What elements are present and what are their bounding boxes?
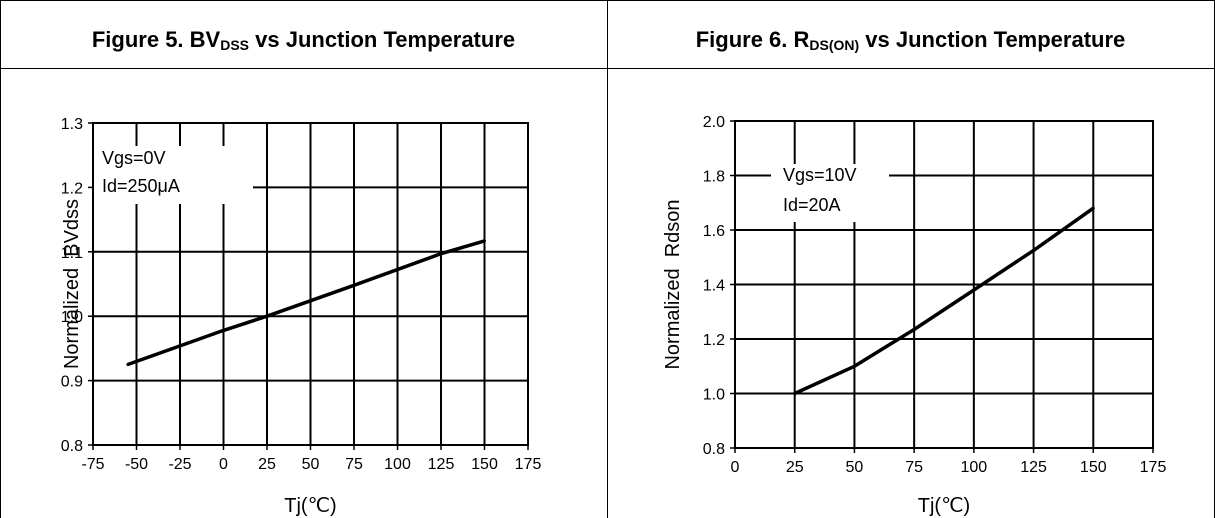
x-tick-label: 100 bbox=[384, 456, 411, 473]
x-tick-label: 25 bbox=[786, 459, 804, 476]
annotation-background bbox=[771, 164, 889, 222]
figure-6-title: Figure 6. RDS(ON) vs Junction Temperatur… bbox=[607, 22, 1214, 58]
x-tick-label: 175 bbox=[515, 456, 542, 473]
x-tick-label: 50 bbox=[846, 459, 864, 476]
figure-5-title: Figure 5. BVDSS vs Junction Temperature bbox=[0, 22, 607, 58]
figure-6-title-subscript: DS(ON) bbox=[809, 37, 860, 53]
data-point bbox=[972, 288, 976, 292]
data-line bbox=[127, 239, 485, 367]
figure-6-title-prefix: Figure 6. R bbox=[695, 27, 810, 52]
y-tick-label: 1.1 bbox=[61, 245, 83, 262]
data-point bbox=[483, 239, 486, 243]
x-tick-label: -50 bbox=[125, 456, 148, 473]
x-tick-label: 0 bbox=[731, 459, 740, 476]
y-tick-label: 1.2 bbox=[703, 332, 725, 349]
y-tick-label: 0.8 bbox=[61, 438, 83, 455]
rdson-chart: 0 25 50 75 100 125 150 175 0.8 1.0 1.2 1.4 1.6 1.8 2.0… bbox=[662, 114, 1167, 517]
x-tick-label: 125 bbox=[1020, 459, 1047, 476]
x-tick-label: 125 bbox=[428, 456, 455, 473]
y-tick-label: 1.4 bbox=[703, 278, 725, 295]
y-tick-label: 1.0 bbox=[61, 309, 83, 326]
y-tick-label: 1.6 bbox=[703, 223, 725, 240]
x-tick-label: 25 bbox=[258, 456, 276, 473]
x-tick-label: 0 bbox=[219, 456, 228, 473]
data-point bbox=[1091, 206, 1095, 210]
annotation-text: Vgs=0V bbox=[102, 148, 166, 168]
figure-6-title-suffix: vs Junction Temperature bbox=[859, 27, 1126, 52]
data-point bbox=[126, 363, 130, 366]
figure-5-title-subscript: DSS bbox=[220, 37, 250, 53]
y-tick-label: 0.9 bbox=[61, 374, 83, 391]
figure-5-title-prefix: Figure 5. BV bbox=[91, 27, 221, 52]
x-tick-label: 100 bbox=[961, 459, 988, 476]
annotation-text: Id=250μA bbox=[102, 176, 180, 196]
data-point bbox=[852, 364, 856, 368]
x-tick-label: 50 bbox=[302, 456, 320, 473]
frame-divider bbox=[607, 0, 608, 518]
x-axis-label: Tj(℃) bbox=[284, 495, 336, 517]
title-row-divider bbox=[0, 68, 1215, 69]
frame-top-border bbox=[0, 0, 1215, 1]
data-point bbox=[439, 252, 443, 256]
x-tick-label: 150 bbox=[1080, 459, 1107, 476]
data-point bbox=[793, 392, 797, 395]
x-axis-label: Tj(℃) bbox=[918, 495, 970, 517]
data-point bbox=[1032, 248, 1036, 252]
y-axis-label: Normalized BVdss bbox=[61, 199, 83, 369]
y-tick-label: 1.8 bbox=[703, 169, 725, 186]
y-tick-label: 1.2 bbox=[61, 180, 83, 197]
bvdss-chart: -75 -50 -25 0 25 50 75 100 125 150 175 0.8 0.9 1.0 1.1… bbox=[61, 116, 542, 517]
data-point bbox=[912, 327, 916, 331]
frame-left-border bbox=[0, 0, 1, 518]
y-tick-label: 0.8 bbox=[703, 441, 725, 458]
x-tick-label: -25 bbox=[168, 456, 191, 473]
annotation-text: Vgs=10V bbox=[783, 165, 857, 185]
x-tick-label: -75 bbox=[81, 456, 104, 473]
data-point bbox=[352, 283, 356, 287]
data-point bbox=[222, 328, 225, 332]
data-line bbox=[793, 206, 1095, 396]
y-tick-label: 1.0 bbox=[703, 387, 725, 404]
x-tick-label: 150 bbox=[471, 456, 498, 473]
data-point bbox=[265, 314, 269, 318]
y-tick-label: 2.0 bbox=[703, 114, 725, 131]
figure-5-title-suffix: vs Junction Temperature bbox=[249, 27, 516, 52]
x-tick-label: 75 bbox=[345, 456, 363, 473]
y-axis-label: Normalized Rdson bbox=[662, 199, 684, 369]
annotation-text: Id=20A bbox=[783, 195, 841, 215]
y-tick-label: 1.3 bbox=[61, 116, 83, 133]
annotation-background bbox=[93, 146, 253, 204]
x-tick-label: 75 bbox=[905, 459, 923, 476]
x-tick-label: 175 bbox=[1140, 459, 1167, 476]
